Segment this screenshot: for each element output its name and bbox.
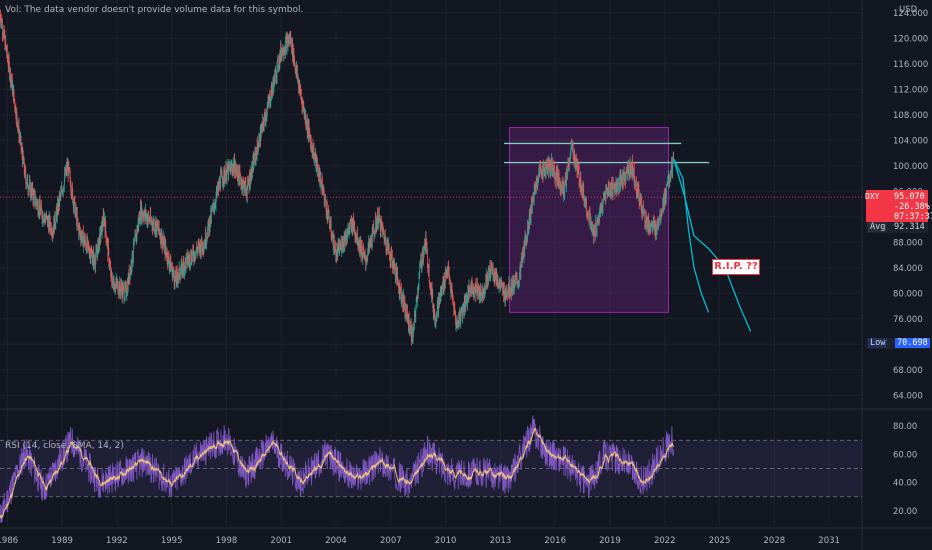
time-tick-label: 2019 <box>599 536 621 546</box>
rsi-tick-label: 40.00 <box>893 479 917 489</box>
price-tick-label: 124.000 <box>893 9 928 19</box>
rip-annotation[interactable]: R.I.P. ?? <box>712 259 760 275</box>
avg-label: Avg <box>868 222 888 232</box>
last-price: 95.070 <box>894 192 925 202</box>
price-tick-label: 108.000 <box>893 111 928 121</box>
rsi-pane[interactable]: 80.00 60.00 40.00 20.00 <box>0 415 917 523</box>
volume-note: Vol: The data vendor doesn't provide vol… <box>5 5 304 15</box>
time-tick-label: 1998 <box>216 536 238 546</box>
time-tick-label: 1995 <box>161 536 183 546</box>
time-tick-label: 1992 <box>106 536 128 546</box>
avg-value: 92.314 <box>894 222 925 232</box>
time-axis[interactable]: 1986 1989 1992 1995 1998 2001 2004 2007 2010 2013… <box>0 536 840 546</box>
low-label: Low <box>868 338 888 348</box>
time-tick-label: 2016 <box>544 536 566 546</box>
low-tag: Low 70.698 <box>866 338 930 349</box>
time-tick-label: 2013 <box>490 536 512 546</box>
symbol-label: DXY <box>865 192 880 201</box>
time-tick-label: 2004 <box>325 536 347 546</box>
time-tick-label: 1986 <box>0 536 18 546</box>
last-price-tag: DXY 95.070 -26.38% 07:37:37 <box>865 190 932 222</box>
price-tick-label: 100.000 <box>893 162 928 172</box>
time-tick-label: 2028 <box>764 536 786 546</box>
time-tick-label: 2007 <box>380 536 402 546</box>
price-tick-label: 116.000 <box>893 60 928 70</box>
rsi-title[interactable]: RSI (14, close, SMA, 14, 2) <box>5 441 124 451</box>
price-tick-label: 80.000 <box>893 289 923 299</box>
time-tick-label: 2010 <box>435 536 457 546</box>
price-tick-label: 84.000 <box>893 264 923 274</box>
avg-tag: Avg 92.314 <box>866 222 928 233</box>
price-tick-label: 120.000 <box>893 34 928 44</box>
currency-label: USD <box>899 5 918 15</box>
price-candles <box>0 9 675 346</box>
low-value: 70.698 <box>895 338 930 348</box>
price-tick-label: 112.000 <box>893 85 928 95</box>
rsi-tick-label: 60.00 <box>893 450 917 460</box>
price-tick-label: 76.000 <box>893 315 923 325</box>
price-change: -26.38% <box>894 202 930 212</box>
rsi-tick-label: 80.00 <box>893 422 917 432</box>
price-tick-label: 68.000 <box>893 366 923 376</box>
time-tick-label: 2031 <box>818 536 840 546</box>
bar-countdown: 07:37:37 <box>894 212 932 222</box>
rsi-tick-label: 20.00 <box>893 507 917 517</box>
price-tick-label: 88.000 <box>893 238 923 248</box>
price-tick-label: 104.000 <box>893 136 928 146</box>
price-tick-label: 64.000 <box>893 391 923 401</box>
time-tick-label: 2022 <box>654 536 676 546</box>
time-tick-label: 1989 <box>51 536 73 546</box>
time-tick-label: 2025 <box>709 536 731 546</box>
projection-path <box>673 159 710 313</box>
projection-paths <box>673 159 752 332</box>
time-tick-label: 2001 <box>270 536 292 546</box>
rsi-sma-line <box>0 427 674 520</box>
projection-path <box>673 159 752 332</box>
